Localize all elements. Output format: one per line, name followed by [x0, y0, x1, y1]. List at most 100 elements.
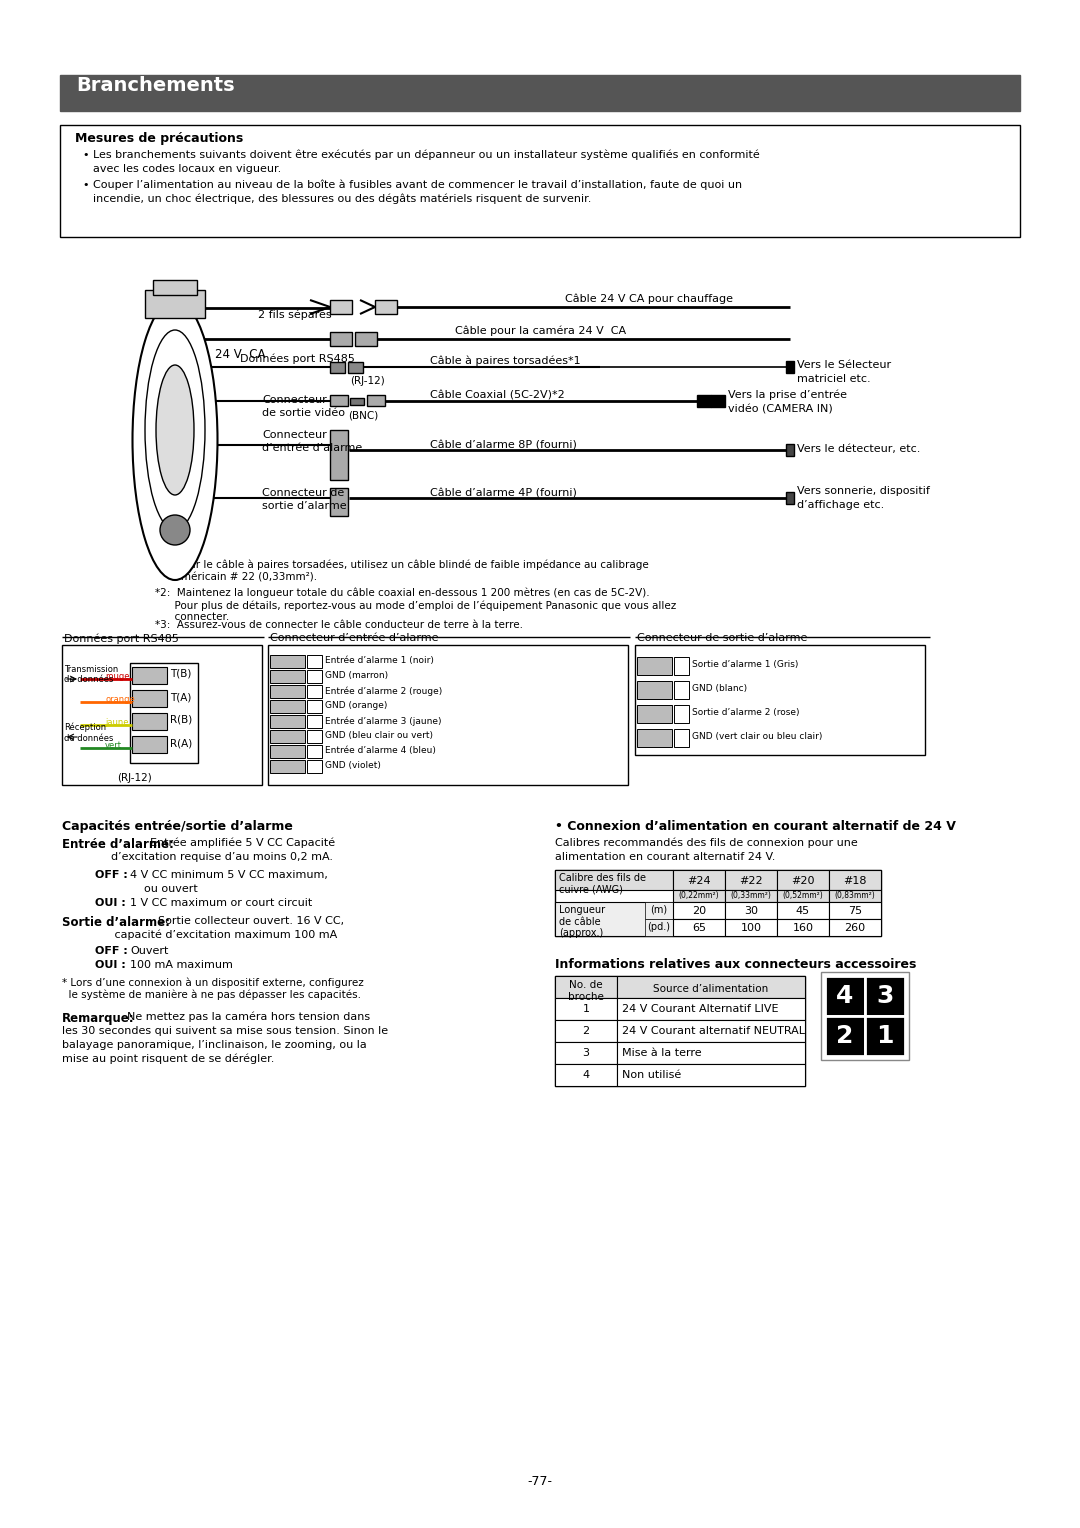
Bar	[307, 715, 322, 727]
Text: Entrée d’alarme 1 (noir): Entrée d’alarme 1 (noir)	[325, 656, 434, 665]
Text: Câble d’alarme 8P (fourni): Câble d’alarme 8P (fourni)	[430, 440, 577, 451]
Text: #24: #24	[687, 876, 711, 886]
Bar	[786, 492, 794, 504]
Text: (0,22mm²): (0,22mm²)	[678, 891, 719, 900]
Bar	[270, 700, 305, 714]
Bar	[270, 715, 305, 727]
Text: T(A): T(A)	[170, 692, 191, 701]
Bar	[829, 902, 881, 918]
Text: Mesures de précautions: Mesures de précautions	[75, 131, 243, 145]
Bar	[330, 299, 352, 313]
Text: sortie d’alarme: sortie d’alarme	[262, 501, 347, 510]
Bar	[786, 361, 794, 373]
Bar	[60, 75, 1020, 112]
Text: * Lors d’une connexion à un dispositif externe, configurez: * Lors d’une connexion à un dispositif e…	[62, 978, 364, 989]
Text: rouge: rouge	[105, 672, 130, 681]
Bar	[637, 729, 672, 747]
Text: Mise à la terre: Mise à la terre	[622, 1048, 702, 1057]
Text: GND (violet): GND (violet)	[325, 761, 381, 770]
Text: 4: 4	[582, 1070, 590, 1080]
Bar	[777, 869, 829, 889]
Text: Connecteur: Connecteur	[262, 429, 327, 440]
Text: Ouvert: Ouvert	[130, 946, 168, 957]
Bar	[555, 902, 673, 937]
Bar	[330, 487, 348, 516]
Bar	[725, 918, 777, 937]
Text: 3: 3	[876, 984, 893, 1008]
Bar	[270, 759, 305, 773]
Bar	[674, 681, 689, 698]
Text: Vers le Sélecteur: Vers le Sélecteur	[797, 361, 891, 370]
Bar	[725, 902, 777, 918]
Text: capacité d’excitation maximum 100 mA: capacité d’excitation maximum 100 mA	[62, 931, 337, 941]
Bar	[555, 869, 881, 937]
Text: (0,52mm²): (0,52mm²)	[783, 891, 823, 900]
Text: GND (orange): GND (orange)	[325, 701, 388, 711]
Text: orange: orange	[105, 695, 135, 704]
Text: -77-: -77-	[527, 1475, 553, 1488]
Bar	[330, 396, 348, 406]
Text: • Couper l’alimentation au niveau de la boîte à fusibles avant de commencer le t: • Couper l’alimentation au niveau de la …	[83, 180, 742, 191]
Text: Connecteur de sortie d’alarme: Connecteur de sortie d’alarme	[637, 633, 808, 643]
Bar	[617, 1021, 805, 1042]
Text: Sortie d’alarme 1 (Gris): Sortie d’alarme 1 (Gris)	[692, 660, 798, 669]
Text: 1: 1	[876, 1024, 894, 1048]
Text: Entrée d’alarme 4 (bleu): Entrée d’alarme 4 (bleu)	[325, 746, 436, 755]
Bar	[673, 869, 725, 889]
Bar	[555, 976, 617, 998]
Text: Câble Coaxial (5C-2V)*2: Câble Coaxial (5C-2V)*2	[430, 390, 565, 400]
Text: 100: 100	[741, 923, 761, 934]
Text: Transmission
de données: Transmission de données	[64, 665, 118, 685]
Text: 100 mA maximum: 100 mA maximum	[130, 960, 233, 970]
Bar	[270, 669, 305, 683]
Text: 3: 3	[582, 1048, 590, 1057]
Text: Connecteur de: Connecteur de	[262, 487, 345, 498]
Bar	[307, 700, 322, 714]
Bar	[555, 998, 617, 1021]
Bar	[674, 704, 689, 723]
Bar	[673, 918, 725, 937]
Bar	[132, 668, 167, 685]
Text: Câble pour la caméra 24 V  CA: Câble pour la caméra 24 V CA	[455, 325, 626, 336]
Bar	[829, 889, 881, 902]
Ellipse shape	[160, 515, 190, 545]
Text: Connecteur: Connecteur	[262, 396, 327, 405]
Text: 65: 65	[692, 923, 706, 934]
Text: 260: 260	[845, 923, 865, 934]
Bar	[350, 397, 364, 405]
Text: Entrée amplifiée 5 V CC Capacité: Entrée amplifiée 5 V CC Capacité	[150, 837, 335, 848]
Text: 75: 75	[848, 906, 862, 915]
Text: vidéo (CAMERA IN): vidéo (CAMERA IN)	[728, 403, 833, 414]
Text: Câble à paires torsadées*1: Câble à paires torsadées*1	[430, 354, 581, 365]
Bar	[375, 299, 397, 313]
Bar	[132, 736, 167, 753]
Bar	[355, 332, 377, 345]
Text: Source d’alimentation: Source d’alimentation	[653, 984, 769, 995]
Text: ou ouvert: ou ouvert	[95, 885, 198, 894]
Text: • Les branchements suivants doivent être exécutés par un dépanneur ou un install: • Les branchements suivants doivent être…	[83, 150, 759, 160]
Text: Sortie d’alarme:: Sortie d’alarme:	[62, 915, 170, 929]
Bar	[270, 656, 305, 668]
Bar	[555, 1063, 617, 1086]
Bar	[307, 685, 322, 698]
Text: (RJ-12): (RJ-12)	[117, 773, 152, 782]
Text: (BNC): (BNC)	[348, 410, 378, 420]
Text: balayage panoramique, l’inclinaison, le zooming, ou la: balayage panoramique, l’inclinaison, le …	[62, 1041, 367, 1050]
Text: de sortie vidéo: de sortie vidéo	[262, 408, 345, 419]
Text: Entrée d’alarme 3 (jaune): Entrée d’alarme 3 (jaune)	[325, 717, 442, 726]
Bar	[307, 746, 322, 758]
Bar	[617, 1063, 805, 1086]
Bar	[307, 759, 322, 773]
Text: 4 V CC minimum 5 V CC maximum,: 4 V CC minimum 5 V CC maximum,	[130, 869, 328, 880]
Text: 1: 1	[582, 1004, 590, 1015]
Bar	[555, 869, 673, 889]
Text: vert: vert	[105, 741, 122, 750]
Bar	[829, 869, 881, 889]
Text: d’affichage etc.: d’affichage etc.	[797, 500, 885, 510]
Text: (pd.): (pd.)	[648, 921, 671, 932]
Text: mise au point risquent de se dérégler.: mise au point risquent de se dérégler.	[62, 1054, 274, 1065]
Bar	[330, 429, 348, 480]
Bar	[829, 918, 881, 937]
Bar	[821, 972, 909, 1060]
Text: Sortie d’alarme 2 (rose): Sortie d’alarme 2 (rose)	[692, 707, 799, 717]
